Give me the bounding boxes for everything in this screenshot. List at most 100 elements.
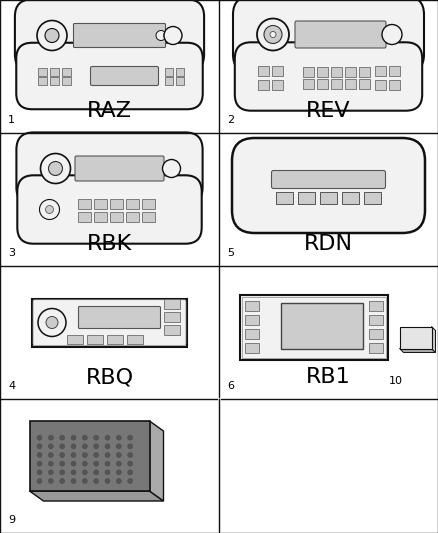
Circle shape [71, 435, 76, 440]
Circle shape [82, 444, 87, 449]
FancyBboxPatch shape [232, 138, 425, 233]
Circle shape [127, 461, 133, 466]
Bar [368, 343, 382, 352]
Circle shape [264, 26, 282, 44]
Bar [244, 314, 258, 325]
Bar [49, 68, 59, 76]
Bar [164, 311, 180, 321]
Circle shape [71, 470, 76, 475]
Circle shape [117, 461, 121, 466]
Circle shape [46, 317, 58, 328]
Bar [142, 212, 155, 222]
Bar [29, 421, 149, 491]
Bar [78, 198, 91, 208]
FancyBboxPatch shape [17, 175, 202, 244]
Polygon shape [29, 491, 163, 501]
Bar [374, 66, 385, 76]
Bar [317, 67, 328, 77]
Bar [94, 198, 107, 208]
Bar [320, 191, 337, 204]
Text: 1: 1 [8, 115, 15, 125]
Bar [78, 212, 91, 222]
Text: RAZ: RAZ [87, 101, 132, 121]
FancyBboxPatch shape [75, 156, 164, 181]
Circle shape [48, 461, 53, 466]
Circle shape [71, 444, 76, 449]
Polygon shape [399, 349, 435, 352]
Bar [272, 79, 283, 90]
Circle shape [82, 435, 87, 440]
Bar [298, 191, 315, 204]
Circle shape [37, 435, 42, 440]
Circle shape [37, 479, 42, 483]
Circle shape [270, 31, 276, 37]
Circle shape [127, 479, 133, 483]
Circle shape [94, 470, 99, 475]
Bar [303, 67, 314, 77]
Circle shape [45, 28, 59, 43]
Circle shape [60, 444, 65, 449]
Circle shape [127, 435, 133, 440]
Circle shape [60, 453, 65, 457]
Text: 9: 9 [8, 515, 15, 525]
FancyBboxPatch shape [16, 132, 203, 205]
Circle shape [48, 470, 53, 475]
Circle shape [156, 30, 166, 41]
Circle shape [60, 470, 65, 475]
Bar [61, 77, 71, 85]
Circle shape [105, 453, 110, 457]
Circle shape [117, 435, 121, 440]
Circle shape [82, 461, 87, 466]
Bar [94, 212, 107, 222]
Circle shape [117, 444, 121, 449]
FancyBboxPatch shape [295, 21, 386, 48]
Bar [345, 67, 356, 77]
Circle shape [71, 461, 76, 466]
Bar [32, 298, 187, 346]
Bar [368, 301, 382, 311]
Circle shape [127, 453, 133, 457]
Circle shape [37, 444, 42, 449]
Text: 5: 5 [227, 248, 234, 258]
Circle shape [127, 470, 133, 475]
Bar [176, 68, 184, 76]
FancyBboxPatch shape [74, 23, 166, 47]
Circle shape [37, 461, 42, 466]
Circle shape [82, 479, 87, 483]
Bar [240, 295, 388, 360]
Bar [126, 198, 139, 208]
Text: 10: 10 [389, 376, 403, 386]
Bar [165, 77, 173, 85]
Circle shape [382, 25, 402, 44]
Circle shape [94, 453, 99, 457]
Bar [342, 191, 359, 204]
Circle shape [117, 453, 121, 457]
Bar [142, 198, 155, 208]
Bar [258, 79, 268, 90]
Bar [359, 78, 370, 88]
Circle shape [37, 20, 67, 51]
Bar [317, 78, 328, 88]
Bar [359, 67, 370, 77]
Circle shape [71, 479, 76, 483]
Circle shape [40, 154, 71, 183]
Circle shape [162, 159, 180, 177]
Circle shape [48, 435, 53, 440]
Bar [345, 78, 356, 88]
Bar [67, 335, 82, 344]
Circle shape [60, 435, 65, 440]
Bar [276, 191, 293, 204]
Circle shape [105, 435, 110, 440]
Bar [244, 301, 258, 311]
Circle shape [49, 161, 63, 175]
Circle shape [105, 461, 110, 466]
FancyBboxPatch shape [272, 171, 385, 189]
Circle shape [48, 453, 53, 457]
Circle shape [164, 30, 174, 41]
Bar [176, 77, 184, 85]
Text: RBK: RBK [87, 234, 132, 254]
FancyBboxPatch shape [78, 306, 160, 328]
Text: 2: 2 [227, 115, 234, 125]
Circle shape [38, 309, 66, 336]
FancyBboxPatch shape [91, 67, 159, 85]
